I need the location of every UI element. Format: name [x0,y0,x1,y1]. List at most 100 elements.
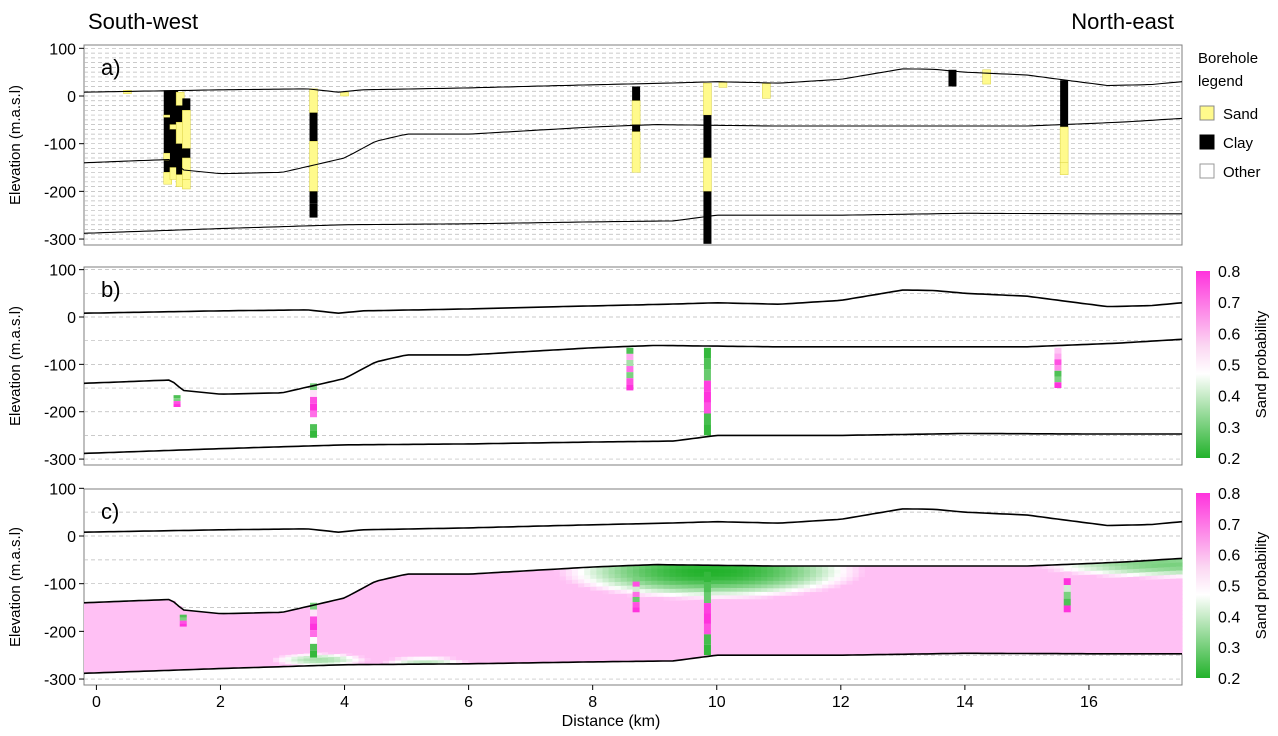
probability-cell [639,621,646,626]
probability-cell [108,666,116,671]
probability-cell [486,633,494,638]
probability-cell [584,602,591,608]
probability-cell [1005,587,1012,593]
probability-cell [645,588,652,594]
probability-cell [431,634,439,639]
probability-cell [870,566,878,571]
probability-cell [169,609,177,613]
probability-cell [895,635,902,641]
probability-cell [956,573,963,578]
probability-cell [931,595,939,600]
probability-cell [1023,598,1031,604]
probability-cell [639,589,646,594]
probability-cell [431,622,439,628]
probability-cell [492,572,500,577]
probability-cell [254,612,262,616]
probability-log-segment [310,396,318,404]
probability-cell [285,624,292,628]
probability-cell [254,665,262,669]
probability-cell [1053,564,1061,570]
probability-cell [822,588,829,593]
probability-cell [321,654,329,659]
probability-cell [1157,598,1165,604]
probability-cell [913,566,921,571]
probability-cell [986,635,994,640]
probability-log-segment [310,602,318,610]
probability-cell [675,572,683,578]
probability-cell [572,611,579,616]
probability-cell [279,630,286,634]
probability-cell [346,647,353,651]
probability-cell [950,587,957,593]
probability-cell [102,628,109,632]
probability-cell [1102,604,1110,609]
probability-cell [456,585,463,590]
probability-cell [181,639,189,644]
probability-cell [1029,573,1037,578]
probability-cell [1023,569,1031,574]
probability-cell [126,618,134,623]
probability-cell [913,577,921,582]
probability-cell [291,663,299,667]
probability-cell [1151,622,1159,628]
probability-cell [980,624,988,629]
probability-cell [1102,631,1110,636]
probability-cell [157,635,164,639]
probability-log-segment [703,634,711,645]
probability-cell [614,621,622,627]
probability-cell [199,614,207,618]
probability-cell [212,664,219,668]
probability-cell [224,629,231,633]
probability-cell [114,654,122,659]
probability-cell [956,635,963,640]
probability-cell [956,595,963,600]
probability-cell [663,608,671,614]
probability-cell [1151,614,1159,620]
probability-cell [376,646,384,652]
probability-cell [864,636,872,641]
probability-cell [199,645,207,649]
probability-cell [559,650,567,656]
x-tick-label: 12 [832,694,850,711]
probability-cell [608,641,616,647]
probability-cell [938,650,945,655]
probability-cell [401,660,408,665]
probability-cell [675,604,683,610]
probability-cell [517,628,524,633]
probability-cell [474,656,482,661]
probability-cell [346,656,353,660]
probability-cell [1060,571,1067,577]
probability-cell [889,599,896,604]
probability-cell [748,636,756,641]
probability-cell [1084,563,1092,568]
probability-cell [1175,602,1183,607]
probability-cell [175,611,183,615]
probability-cell [767,621,774,627]
probability-cell [279,612,286,616]
probability-cell [254,635,262,639]
probability-cell [236,626,244,630]
probability-cell [944,584,951,589]
probability-cell [681,592,689,598]
probability-cell [840,588,848,593]
probability-cell [254,619,262,623]
probability-cell [565,591,573,597]
probability-cell [962,631,970,636]
probability-cell [828,599,835,604]
probability-cell [193,659,201,663]
probability-cell [443,577,451,583]
probability-cell [1157,626,1165,631]
probability-cell [913,584,921,589]
probability-cell [498,648,506,653]
probability-cell [1096,649,1104,655]
probability-cell [90,649,97,654]
probability-cell [907,617,915,622]
probability-cell [1121,592,1128,597]
probability-cell [267,612,274,616]
probability-cell [254,637,262,641]
probability-cell [1084,597,1092,602]
probability-cell [809,647,817,653]
probability-cell [1175,586,1183,591]
probability-cell [126,606,134,611]
probability-cell [718,569,726,574]
